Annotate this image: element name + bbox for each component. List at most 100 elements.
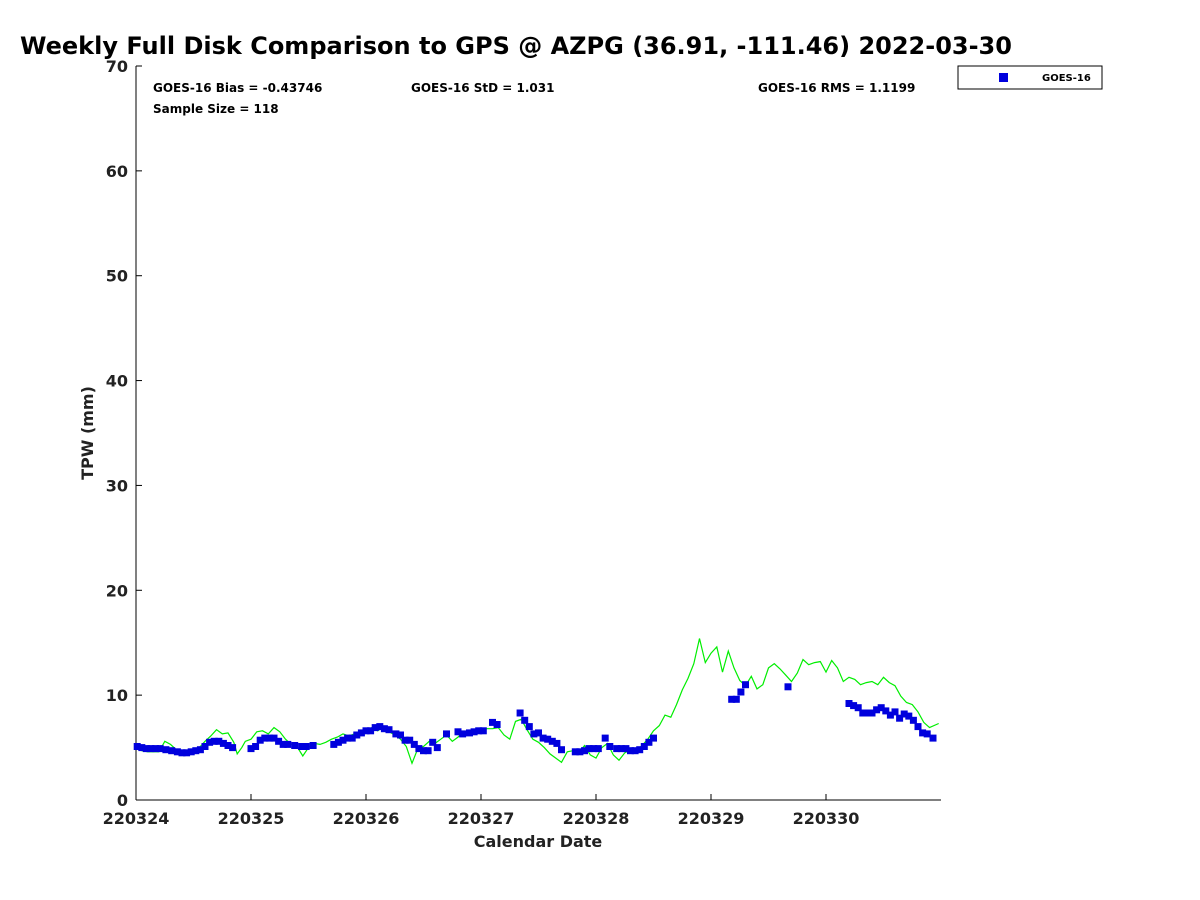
goes16-point — [863, 709, 871, 717]
goes16-point — [891, 708, 899, 716]
x-tick-label: 220329 — [678, 809, 745, 828]
goes16-point — [168, 747, 176, 755]
goes16-point — [558, 746, 565, 754]
axes: 0 10 20 30 40 50 60 70 220324 220325 220326 220327 2… — [103, 57, 941, 828]
goes16-point — [210, 737, 218, 745]
x-tick-label: 220326 — [333, 809, 400, 828]
goes16-point — [173, 748, 181, 756]
goes16-point — [371, 724, 379, 732]
goes16-point — [330, 740, 338, 748]
goes16-point — [850, 702, 858, 710]
goes16-point — [454, 728, 462, 736]
goes16-point — [401, 736, 409, 744]
goes16-point — [147, 745, 155, 753]
goes16-point — [640, 743, 648, 750]
goes16-point — [284, 740, 292, 748]
goes16-point — [376, 723, 384, 731]
goes16-point — [581, 747, 588, 755]
legend: GOES-16 — [957, 65, 1103, 90]
goes16-point — [339, 736, 347, 744]
goes16-point — [229, 744, 237, 752]
goes16-point — [224, 742, 232, 749]
goes16-point — [627, 747, 634, 755]
goes16-point — [886, 711, 894, 719]
std-stat: GOES-16 StD = 1.031 — [411, 81, 554, 95]
goes16-point — [845, 700, 853, 707]
x-axis-label: Calendar Date — [474, 832, 603, 851]
goes16-point — [201, 743, 209, 750]
goes16-point — [868, 709, 876, 717]
goes16-point — [873, 706, 881, 714]
goes16-point — [728, 695, 736, 703]
y-tick-label: 10 — [106, 686, 128, 705]
goes16-point — [397, 731, 404, 739]
goes16-point — [302, 743, 310, 750]
rms-stat: GOES-16 RMS = 1.1199 — [758, 81, 915, 95]
y-tick-label: 20 — [106, 581, 128, 600]
goes16-point — [530, 730, 538, 738]
goes16-point — [645, 738, 653, 746]
goes16-point — [334, 738, 342, 746]
goes16-point — [650, 734, 657, 742]
goes16-point — [344, 734, 352, 742]
goes16-point — [548, 737, 556, 745]
goes16-point — [270, 734, 278, 742]
goes16-point — [206, 738, 214, 746]
goes16-point — [380, 725, 388, 733]
y-tick-label: 60 — [106, 162, 128, 181]
legend-label: GOES-16 — [1042, 73, 1091, 84]
y-tick-label: 50 — [106, 267, 128, 286]
goes16-point — [590, 745, 598, 753]
goes16-point — [585, 745, 593, 753]
goes16-point — [631, 747, 639, 755]
goes16-point — [622, 745, 630, 753]
goes16-point — [138, 744, 146, 752]
goes16-point — [309, 742, 317, 749]
goes16-point — [183, 749, 191, 757]
goes16-point — [742, 681, 749, 689]
goes16-point — [896, 714, 904, 722]
goes16-point — [919, 729, 927, 737]
goes16-point — [261, 734, 269, 742]
goes16-point — [732, 695, 740, 703]
goes16-point — [900, 710, 908, 718]
goes16-point — [353, 731, 361, 739]
goes16-series — [133, 681, 937, 757]
goes16-point — [544, 735, 552, 743]
goes16-point — [410, 740, 418, 748]
goes16-point — [362, 727, 370, 735]
goes16-point — [406, 736, 414, 744]
goes16-point — [539, 734, 547, 742]
goes16-point — [256, 736, 264, 744]
legend-marker — [999, 73, 1008, 82]
goes16-point — [784, 683, 792, 691]
goes16-point — [291, 742, 299, 749]
goes16-point — [279, 740, 287, 748]
goes16-point — [594, 745, 602, 753]
goes16-point — [357, 729, 365, 737]
goes16-point — [420, 747, 427, 755]
goes16-point — [196, 746, 204, 754]
goes16-point — [415, 745, 423, 753]
goes16-point — [606, 743, 614, 750]
goes16-point — [348, 734, 356, 742]
goes16-point — [187, 748, 195, 756]
goes16-point — [433, 744, 441, 752]
gps-series — [135, 638, 939, 766]
goes16-point — [493, 721, 501, 728]
goes16-point — [737, 688, 745, 696]
goes16-point — [525, 723, 533, 731]
y-tick-label: 40 — [106, 372, 128, 391]
goes16-point — [571, 748, 579, 756]
x-tick-label: 220327 — [448, 809, 515, 828]
goes16-point — [192, 747, 200, 755]
goes16-point — [459, 730, 467, 738]
goes16-point — [489, 718, 496, 726]
goes16-point — [613, 745, 621, 753]
goes16-point — [914, 723, 922, 731]
goes16-point — [475, 727, 483, 735]
goes16-point — [162, 746, 170, 754]
y-tick-label: 0 — [117, 791, 128, 810]
chart-title: Weekly Full Disk Comparison to GPS @ AZP… — [20, 32, 1012, 60]
goes16-point — [929, 734, 937, 742]
